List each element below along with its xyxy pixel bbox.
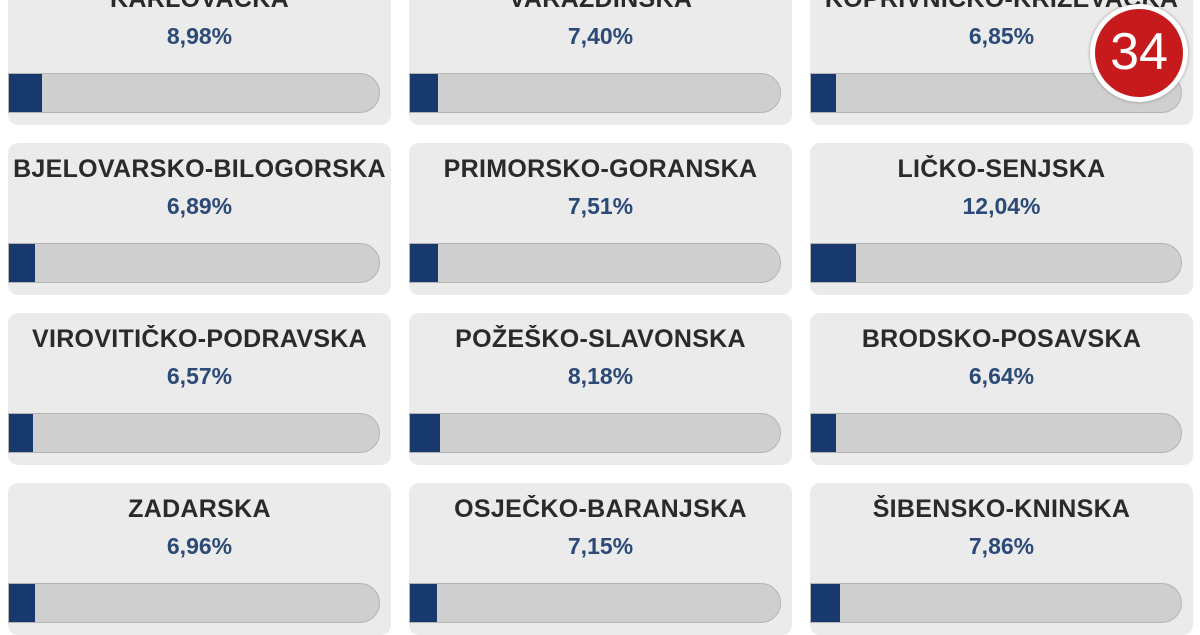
region-card: OSJEČKO-BARANJSKA 7,15% [409,483,792,635]
progress-bar-track [409,413,781,453]
region-card: ZADARSKA 6,96% [8,483,391,635]
progress-bar-track [8,73,380,113]
progress-bar-fill [9,584,35,622]
region-name: VARAŽDINSKA [409,0,792,19]
progress-bar-track [409,73,781,113]
progress-bar-track [810,413,1182,453]
region-name: VIROVITIČKO-PODRAVSKA [31,325,368,353]
region-name: ZADARSKA [128,495,271,523]
region-card: PRIMORSKO-GORANSKA 7,51% [409,143,792,295]
region-card: BRODSKO-POSAVSKA 6,64% [810,313,1193,465]
region-name: LIČKO-SENJSKA [897,155,1106,183]
progress-bar-fill [9,74,42,112]
region-card: BJELOVARSKO-BILOGORSKA 6,89% [8,143,391,295]
progress-bar-fill [811,74,836,112]
progress-bar-fill [811,414,836,452]
region-name: PRIMORSKO-GORANSKA [443,155,758,183]
region-percent: 6,64% [968,363,1035,389]
region-card: KARLOVAČKA 8,98% [8,0,391,125]
region-name: OSJEČKO-BARANJSKA [454,495,747,523]
region-percent: 7,40% [567,23,634,49]
region-name: POŽEŠKO-SLAVONSKA [455,325,746,353]
region-percent: 8,98% [166,23,233,49]
progress-bar-track [8,583,380,623]
progress-bar-track [810,583,1182,623]
progress-bar-fill [410,244,438,282]
region-percent: 7,51% [567,193,634,219]
count-badge: 34 [1090,4,1188,102]
progress-bar-fill [410,74,438,112]
region-percent: 6,85% [968,23,1035,49]
progress-bar-fill [811,584,840,622]
region-name: BRODSKO-POSAVSKA [861,325,1142,353]
region-name: KOPRIVNIČKO-KRIŽEVAČKA [810,0,1193,19]
region-name: KARLOVAČKA [8,0,391,19]
region-percent: 6,89% [166,193,233,219]
region-name: ŠIBENSKO-KNINSKA [872,495,1131,523]
progress-bar-fill [9,414,33,452]
region-percent: 7,86% [968,533,1035,559]
progress-bar-track [8,413,380,453]
region-card: POŽEŠKO-SLAVONSKA 8,18% [409,313,792,465]
progress-bar-fill [410,584,437,622]
progress-bar-fill [410,414,440,452]
region-percent: 12,04% [962,193,1041,219]
progress-bar-track [810,243,1182,283]
progress-bar-fill [811,244,856,282]
region-name: BJELOVARSKO-BILOGORSKA [13,155,386,183]
region-card: ŠIBENSKO-KNINSKA 7,86% [810,483,1193,635]
progress-bar-track [8,243,380,283]
region-percent: 6,57% [166,363,233,389]
region-card: LIČKO-SENJSKA 12,04% [810,143,1193,295]
region-percent: 8,18% [567,363,634,389]
region-percent: 6,96% [166,533,233,559]
region-card: VARAŽDINSKA 7,40% [409,0,792,125]
progress-bar-fill [9,244,35,282]
region-card: VIROVITIČKO-PODRAVSKA 6,57% [8,313,391,465]
progress-bar-track [409,243,781,283]
progress-bar-track [409,583,781,623]
region-percent: 7,15% [567,533,634,559]
